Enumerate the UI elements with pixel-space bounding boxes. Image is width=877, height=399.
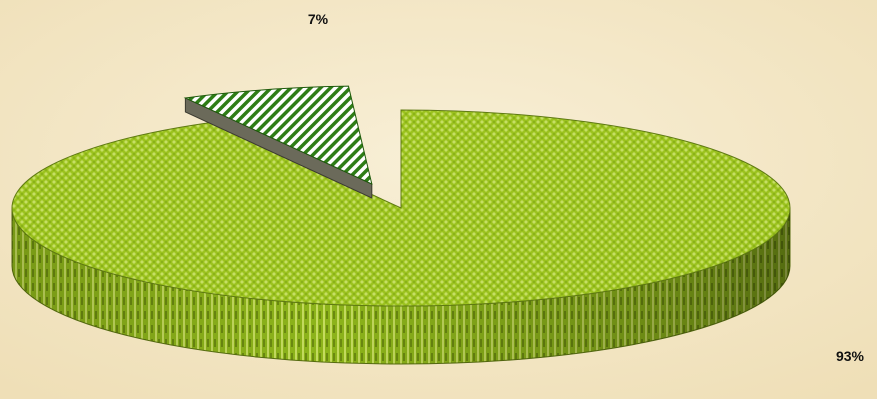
slice-label-93: 93% <box>836 348 865 364</box>
pie-slices <box>11 85 791 365</box>
slice-7 <box>183 85 373 185</box>
slice-93 <box>11 109 791 307</box>
slice-93-side-shade <box>12 208 790 364</box>
slice-label-7: 7% <box>308 11 329 27</box>
